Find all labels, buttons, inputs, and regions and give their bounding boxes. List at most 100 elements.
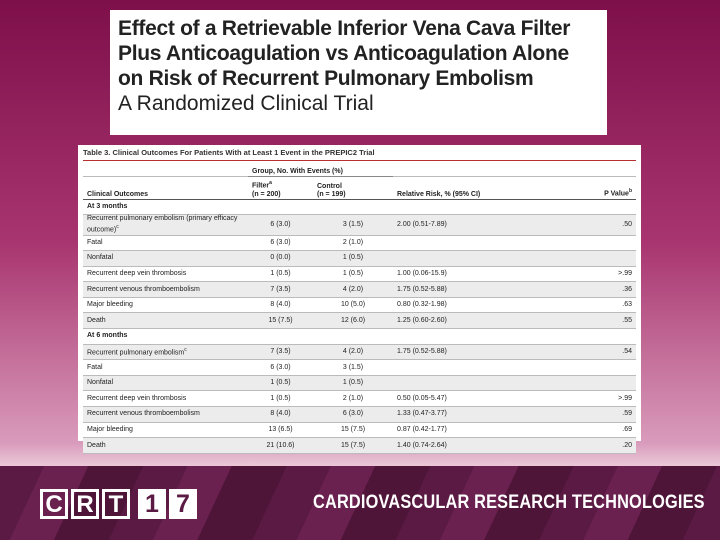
table-cell [393, 375, 563, 392]
header-row: Clinical Outcomes Filtera (n = 200) Control… [83, 176, 636, 200]
table-cell: 2.00 (0.51-7.89) [393, 214, 563, 236]
section-row: At 6 months [83, 328, 636, 345]
table-cell: .54 [563, 344, 636, 361]
cell-text: 7 (3.5) [270, 285, 291, 293]
cell-text: 1.75 (0.52-5.88) [397, 285, 447, 293]
cell-text: Recurrent deep vein thrombosis [87, 394, 187, 402]
table-cell: .63 [563, 297, 636, 314]
column-sublabel: (n = 200) [252, 190, 281, 198]
table-cell: 1.40 (0.74-2.64) [393, 437, 563, 454]
cell-text: .36 [622, 285, 632, 293]
table-cell: 21 (10.6) [248, 437, 313, 454]
cell-text: Death [87, 316, 106, 324]
table-row: Recurrent pulmonary embolism (primary ef… [83, 214, 636, 236]
subtitle: A Randomized Clinical Trial [118, 92, 374, 115]
table-cell: Recurrent venous thromboembolism [83, 281, 248, 298]
table-cell: .69 [563, 422, 636, 439]
cell-text: 4 (2.0) [342, 347, 364, 355]
column-header: P Valueb [563, 176, 636, 200]
section-row: At 3 months [83, 199, 636, 216]
table-row: Fatal 6 (3.0) 2 (1.0) [83, 235, 636, 252]
table-cell: 1.75 (0.52-5.88) [393, 344, 563, 361]
cell-text: 6 (3.0) [270, 363, 291, 371]
column-label: Clinical Outcomes [87, 190, 149, 198]
table-row: Nonfatal 1 (0.5) 1 (0.5) [83, 375, 636, 392]
table-cell: .36 [563, 281, 636, 298]
table-cell [563, 359, 636, 376]
table-cell: 0 (0.0) [248, 250, 313, 267]
table-row: Nonfatal 0 (0.0) 1 (0.5) [83, 250, 636, 267]
title-box: Effect of a Retrievable Inferior Vena Ca… [110, 10, 607, 135]
table-row: Recurrent pulmonary embolismc 7 (3.5) 4 (2… [83, 344, 636, 361]
cell-text: 3 (1.5) [342, 363, 364, 371]
cell-text: 15 (7.5) [340, 441, 366, 449]
cell-text: 0.50 (0.05-5.47) [397, 394, 447, 402]
cell-text: 10 (5.0) [340, 301, 366, 309]
table-row: Death 15 (7.5) 12 (6.0) 1.25 (0.60-2.60) .55 [83, 312, 636, 330]
table-cell: 0.80 (0.32-1.98) [393, 297, 563, 314]
column-label: Relative Risk, % (95% CI) [397, 190, 481, 198]
table-row: Recurrent deep vein thrombosis 1 (0.5) 2 (… [83, 390, 636, 408]
column-sublabel: (n = 199) [317, 190, 346, 198]
cell-text: .69 [622, 425, 632, 433]
table-cell: 12 (6.0) [313, 312, 393, 330]
logo-letter: T [102, 489, 130, 519]
table-cell: 1.00 (0.06-15.9) [393, 266, 563, 283]
cell-text: 3 (1.5) [342, 220, 364, 228]
table-cell: 6 (3.0) [313, 406, 393, 423]
cell-text: 6 (3.0) [270, 238, 291, 246]
table-cell: 10 (5.0) [313, 297, 393, 314]
table-cell [393, 235, 563, 252]
table-cell: 1.75 (0.52-5.88) [393, 281, 563, 298]
cell-text: Fatal [87, 363, 103, 371]
table-caption: Table 3. Clinical Outcomes For Patients … [83, 148, 636, 161]
cell-text: >.99 [618, 270, 632, 277]
table-cell: 6 (3.0) [248, 359, 313, 376]
cell-text: 1.40 (0.74-2.64) [397, 441, 447, 449]
logo-letter: C [40, 489, 68, 519]
cell-text: 1.00 (0.06-15.9) [397, 270, 447, 277]
table-cell [563, 250, 636, 267]
table-cell: >.99 [563, 390, 636, 408]
table-cell: 0.50 (0.05-5.47) [393, 390, 563, 408]
table-row: Recurrent deep vein thrombosis 1 (0.5) 1 (… [83, 266, 636, 283]
cell-text: Major bleeding [87, 301, 133, 309]
cell-text: Major bleeding [87, 425, 133, 433]
table-cell: 1 (0.5) [248, 266, 313, 283]
cell-text: Recurrent pulmonary embolism (primary ef… [87, 215, 238, 234]
logo-digit: 7 [169, 489, 197, 519]
cell-text: 2 (1.0) [342, 394, 364, 402]
footnote-mark: c [184, 347, 187, 354]
table-row: Recurrent venous thromboembolism 7 (3.5) 4… [83, 281, 636, 298]
cell-text: Fatal [87, 238, 103, 246]
table-cell [393, 250, 563, 267]
table-cell: 1 (0.5) [248, 390, 313, 408]
cell-text: 0 (0.0) [270, 254, 291, 262]
table-cell: 7 (3.5) [248, 281, 313, 298]
cell-text: .59 [622, 410, 632, 418]
table-cell: Major bleeding [83, 422, 248, 439]
group-header: Group, No. With Events (%) [248, 161, 393, 177]
header-cell [563, 161, 636, 177]
table-cell: .20 [563, 437, 636, 454]
table-row: Major bleeding 13 (6.5) 15 (7.5) 0.87 (0.42… [83, 422, 636, 439]
table-row: Death 21 (10.6) 15 (7.5) 1.40 (0.74-2.64) .2… [83, 437, 636, 454]
table-cell: Nonfatal [83, 375, 248, 392]
cell-text: 21 (10.6) [266, 441, 295, 449]
table-row: Recurrent venous thromboembolism 8 (4.0) 6… [83, 406, 636, 423]
table-cell: >.99 [563, 266, 636, 283]
cell-text: 8 (4.0) [270, 301, 291, 309]
table-cell: 15 (7.5) [313, 422, 393, 439]
cell-text: Recurrent pulmonary embolism [87, 349, 185, 357]
table-cell: 1 (0.5) [313, 250, 393, 267]
cell-text: .54 [622, 347, 632, 355]
cell-text: 2.00 (0.51-7.89) [397, 220, 447, 228]
cell-text: >.99 [618, 394, 632, 402]
header-cell [83, 161, 248, 177]
cell-text: 2 (1.0) [342, 238, 364, 246]
table-cell: 3 (1.5) [313, 214, 393, 236]
cell-text: 1 (0.5) [270, 270, 291, 277]
cell-text: Nonfatal [87, 254, 114, 262]
table-cell: Fatal [83, 235, 248, 252]
